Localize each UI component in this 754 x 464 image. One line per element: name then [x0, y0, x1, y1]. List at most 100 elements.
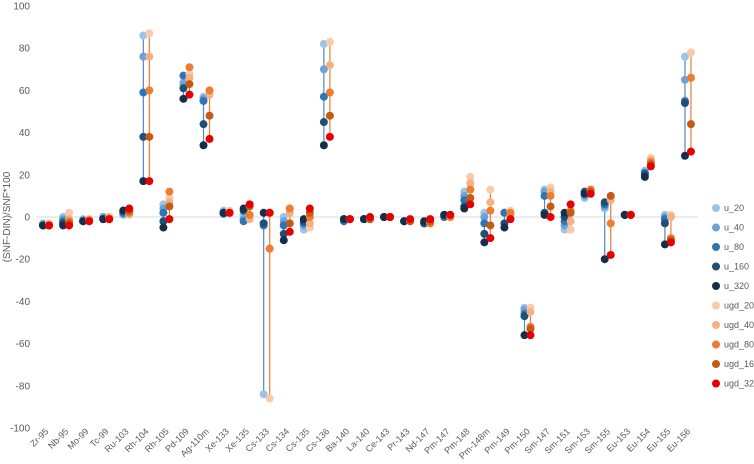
point-ugd_40 — [566, 217, 575, 226]
point-ugd_320 — [446, 210, 455, 219]
point-ugd_20 — [466, 172, 475, 181]
point-ugd_320 — [65, 221, 74, 230]
point-ugd_80 — [506, 208, 515, 217]
legend-marker — [712, 301, 720, 310]
legend-marker — [712, 360, 720, 368]
point-ugd_20 — [145, 29, 154, 38]
point-u_320 — [279, 236, 288, 245]
point-u_320 — [420, 217, 429, 226]
point-ugd_320 — [85, 217, 94, 226]
point-ugd_320 — [185, 90, 194, 99]
point-ugd_40 — [466, 179, 475, 188]
point-u_160 — [520, 312, 529, 321]
point-u_80 — [319, 92, 328, 101]
point-u_80 — [199, 96, 208, 105]
point-u_20 — [680, 52, 689, 61]
point-u_320 — [339, 215, 348, 224]
legend-entry: u_80 — [724, 242, 744, 252]
point-u_320 — [79, 217, 88, 226]
point-ugd_160 — [606, 191, 615, 200]
point-ugd_160 — [325, 111, 334, 120]
point-ugd_320 — [225, 208, 234, 217]
point-u_160 — [660, 219, 669, 228]
point-u_320 — [179, 94, 188, 103]
point-ugd_40 — [145, 52, 154, 61]
y-tick-label: -80 — [16, 381, 31, 392]
point-u_80 — [179, 71, 188, 80]
point-ugd_20 — [486, 185, 495, 194]
point-u_80 — [460, 196, 469, 205]
legend-marker — [712, 379, 720, 388]
point-ugd_160 — [145, 132, 154, 141]
point-u_40 — [139, 52, 148, 61]
point-u_160 — [159, 217, 168, 226]
point-ugd_320 — [526, 331, 535, 340]
y-tick-label: 60 — [19, 86, 31, 97]
y-tick-label: 0 — [24, 213, 30, 224]
data-points — [39, 29, 695, 403]
legend-marker — [712, 262, 720, 271]
point-ugd_80 — [486, 206, 495, 215]
y-axis: 100 80 60 40 20 0 -20 -40 -60 -80 -100 — [10, 2, 30, 435]
y-tick-label: 20 — [19, 170, 31, 181]
point-ugd_320 — [666, 238, 675, 247]
point-ugd_320 — [285, 227, 294, 236]
x-tick-label: Mo-99 — [65, 426, 90, 451]
point-u_320 — [400, 217, 409, 226]
point-ugd_80 — [686, 73, 695, 82]
point-ugd_40 — [666, 213, 675, 221]
point-ugd_320 — [45, 221, 54, 230]
legend-entry: u_160 — [724, 262, 749, 272]
point-ugd_20 — [566, 225, 575, 234]
point-ugd_160 — [185, 80, 194, 89]
point-ugd_80 — [245, 210, 254, 219]
point-u_320 — [540, 210, 549, 219]
point-ugd_40 — [185, 73, 194, 82]
point-ugd_320 — [245, 200, 254, 209]
point-u_160 — [139, 132, 148, 141]
point-ugd_320 — [426, 215, 435, 224]
point-ugd_160 — [526, 324, 535, 333]
point-u_80 — [540, 191, 549, 200]
point-ugd_160 — [466, 194, 475, 203]
point-ugd_80 — [145, 86, 154, 95]
point-u_320 — [159, 223, 168, 232]
point-ugd_160 — [686, 120, 695, 129]
point-u_40 — [480, 213, 489, 221]
y-axis-label: (SNF-DIN)/SNF*100 — [2, 171, 13, 262]
point-ugd_20 — [325, 37, 334, 46]
y-tick-label: -60 — [16, 339, 31, 350]
point-u_160 — [480, 229, 489, 238]
legend-marker — [712, 321, 720, 329]
point-ugd_320 — [686, 147, 695, 156]
point-u_320 — [319, 141, 328, 150]
point-ugd_320 — [626, 210, 635, 219]
y-tick-label: -20 — [16, 255, 31, 266]
point-ugd_320 — [366, 213, 374, 221]
y-tick-label: 100 — [13, 2, 30, 13]
legend-entry: u_40 — [724, 223, 744, 233]
legend-entry: ugd_80 — [724, 340, 754, 350]
legend-entry: u_320 — [724, 281, 749, 291]
point-u_320 — [580, 189, 589, 198]
y-tick-label: 40 — [19, 128, 31, 139]
point-u_160 — [600, 198, 609, 207]
point-u_320 — [239, 204, 248, 213]
point-u_320 — [520, 331, 529, 340]
point-ugd_80 — [185, 63, 194, 72]
point-u_160 — [199, 120, 208, 129]
point-u_160 — [179, 84, 188, 93]
point-ugd_160 — [285, 219, 294, 228]
point-u_40 — [319, 65, 328, 74]
point-u_320 — [480, 238, 489, 247]
point-ugd_320 — [566, 200, 575, 209]
point-ugd_320 — [406, 215, 415, 224]
legend-entry: ugd_40 — [724, 320, 754, 330]
legend-marker — [712, 243, 720, 251]
point-u_320 — [660, 240, 669, 249]
point-u_160 — [319, 118, 328, 127]
y-tick-label: -100 — [10, 424, 30, 435]
point-ugd_320 — [606, 250, 615, 259]
point-u_320 — [640, 172, 649, 181]
